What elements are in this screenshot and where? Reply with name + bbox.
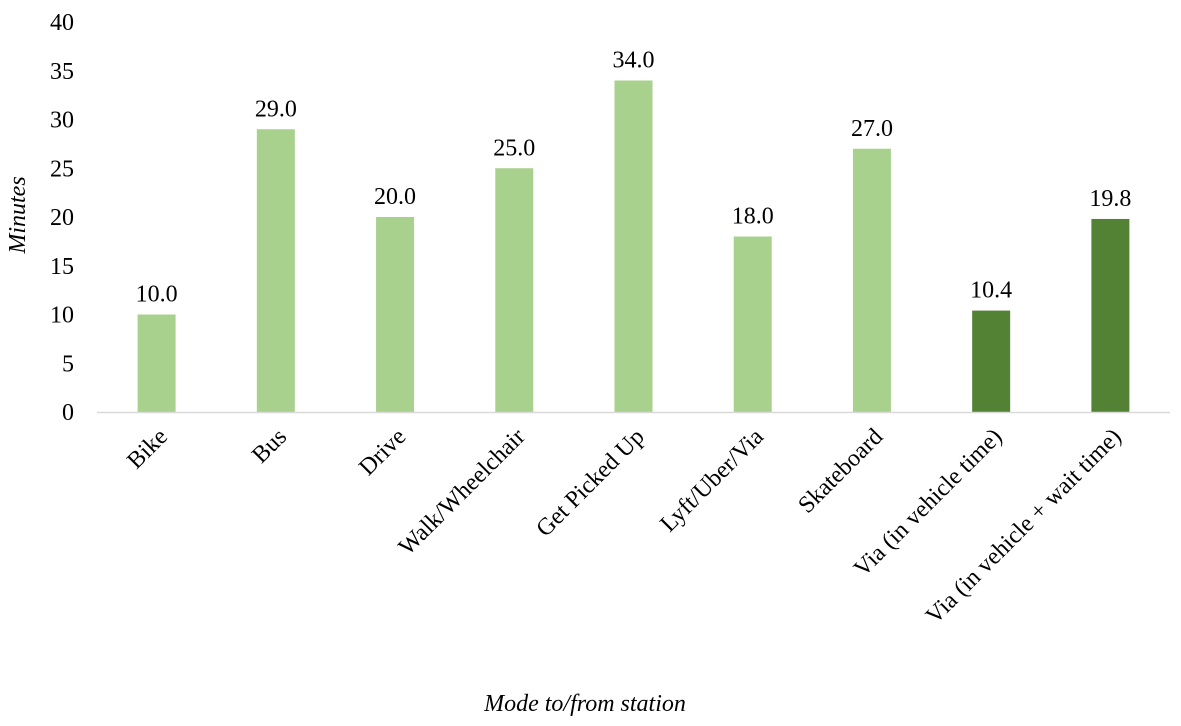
bar [852, 148, 891, 412]
bar-value-label: 34.0 [613, 48, 655, 74]
bar [256, 129, 295, 412]
bar-value-label: 19.8 [1089, 186, 1131, 212]
y-tick-label: 10 [50, 303, 74, 329]
category-label: Skateboard [793, 424, 888, 519]
bar [733, 236, 772, 412]
data-labels: 10.0 29.0 20.0 25.0 34.0 18.0 27.0 10.4 19.8 [136, 48, 1132, 308]
y-tick-label: 25 [50, 156, 74, 182]
category-label: Bike [122, 424, 172, 474]
category-label: Get Picked Up [531, 424, 649, 542]
category-label: Drive [354, 424, 411, 481]
bar [137, 314, 176, 412]
category-label: Lyft/Uber/Via [655, 424, 769, 538]
bar-value-label: 20.0 [374, 184, 416, 210]
y-tick-label: 15 [50, 254, 74, 280]
category-label: Bus [247, 424, 292, 469]
y-tick-label: 0 [62, 400, 74, 426]
category-label: Via (in vehicle + wait time) [921, 424, 1127, 630]
bar-value-label: 27.0 [851, 116, 893, 142]
bar-value-label: 29.0 [255, 96, 297, 122]
bar-series [137, 80, 1130, 412]
y-tick-label: 40 [50, 10, 74, 36]
bar-value-label: 18.0 [732, 204, 774, 230]
y-axis-ticks: 0 5 10 15 20 25 30 35 40 [50, 10, 74, 426]
y-tick-label: 35 [50, 59, 74, 85]
bar-value-label: 10.4 [970, 278, 1012, 304]
y-tick-label: 30 [50, 108, 74, 134]
category-label: Walk/Wheelchair [394, 424, 531, 561]
bar [495, 168, 534, 412]
x-axis-title: Mode to/from station [483, 691, 686, 717]
bar-value-label: 10.0 [136, 282, 178, 308]
bar-value-label: 25.0 [493, 135, 535, 161]
bar [376, 217, 415, 412]
bar [614, 80, 653, 412]
bar [972, 310, 1011, 412]
bar [1091, 218, 1130, 412]
y-axis-title: Minutes [5, 176, 31, 254]
y-tick-label: 5 [62, 351, 74, 377]
y-tick-label: 20 [50, 205, 74, 231]
